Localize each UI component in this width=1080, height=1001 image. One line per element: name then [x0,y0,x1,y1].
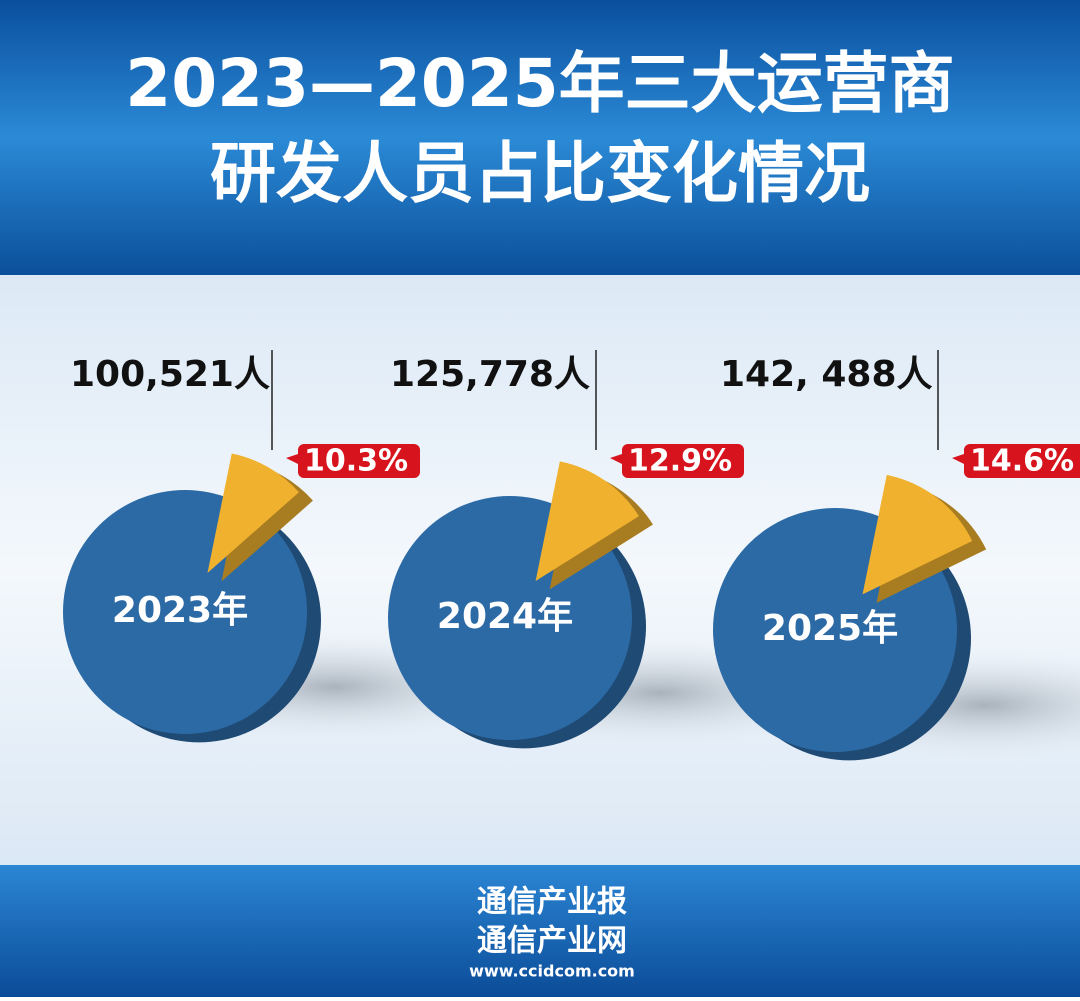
title-line: 研发人员占比变化情况 [210,135,870,212]
value-label: 14.6% [970,444,1074,479]
value-label: 10.3% [304,444,408,479]
pie-slice [535,461,639,581]
footer-line: 通信产业报 [477,885,627,920]
footer-line: 通信产业网 [477,924,627,959]
value-label-bg [286,444,420,478]
pie-center-label: 2023年 [112,590,248,631]
pie-center-label: 2024年 [437,596,573,637]
count-label: 125,778人 [390,354,590,395]
value-label-bg [952,444,1080,478]
pie-slice [862,474,973,595]
count-label: 142, 488人 [720,354,933,395]
title-line: 2023—2025年三大运营商 [125,45,954,122]
pie-center-label: 2025年 [762,608,898,649]
value-label-bg [610,444,744,478]
count-label: 100,521人 [70,354,270,395]
footer-url: www.ccidcom.com [469,962,635,981]
pie-slice [207,453,299,574]
header-bg [0,0,1080,275]
footer-bg [0,865,1080,997]
value-label: 12.9% [628,444,732,479]
